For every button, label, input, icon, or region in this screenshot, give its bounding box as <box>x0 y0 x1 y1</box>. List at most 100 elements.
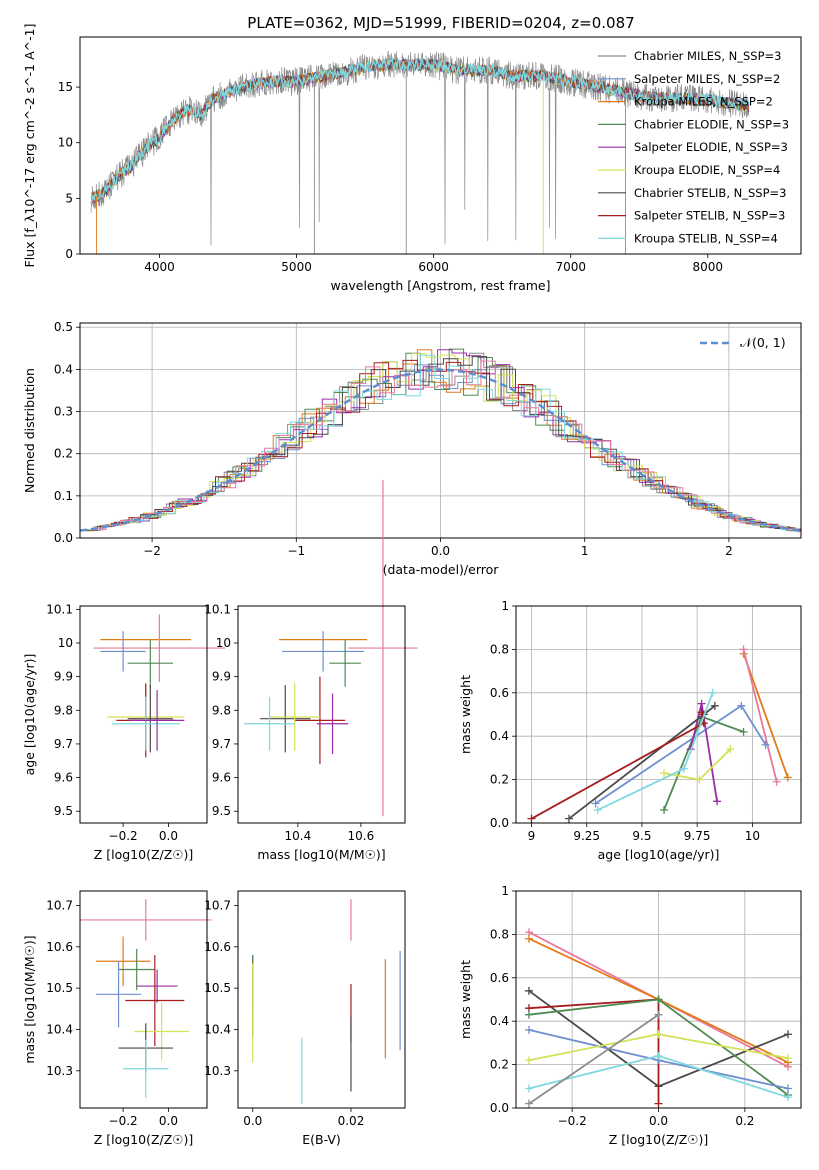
weight-point <box>761 740 770 749</box>
axes-frame <box>515 605 802 824</box>
panel-weight-vs-age: 9 9.25 9.5 9.75 10 0.0 0.2 0.4 0.6 0.8 1 age [log10… <box>458 599 802 862</box>
x-tick-label: 9.75 <box>684 829 711 843</box>
y-tick-label: 0.8 <box>490 642 509 656</box>
x-tick-label: 2 <box>725 544 733 558</box>
weight-point <box>524 934 533 943</box>
y-tick-label: 9.6 <box>54 771 73 785</box>
x-axis-label: (data-model)/error <box>383 562 500 577</box>
y-tick-label: 0.8 <box>490 927 509 941</box>
y-tick-label: 10.6 <box>46 940 73 954</box>
weight-point <box>739 645 748 654</box>
y-tick-label: 10.3 <box>204 1064 231 1078</box>
legend-label: Salpeter STELIB, N_SSP=3 <box>634 209 785 223</box>
x-tick-label: 9.25 <box>573 829 600 843</box>
panel-age-vs-mass: 10.4 10.6 9.5 9.6 9.7 9.8 9.9 10 10.1 mass [log10… <box>204 479 418 862</box>
x-tick-label: −0.2 <box>109 1114 138 1128</box>
y-tick-label: 0.4 <box>490 729 509 743</box>
y-tick-label: 10 <box>58 636 73 650</box>
y-tick-label: 10.5 <box>46 981 73 995</box>
y-tick-label: 10 <box>216 636 231 650</box>
y-tick-label: 0.6 <box>490 686 509 700</box>
x-tick-label: −2 <box>143 544 161 558</box>
weight-point <box>524 1099 533 1108</box>
legend-label: 𝒩(0, 1) <box>740 335 786 350</box>
y-tick-label: 0.2 <box>54 447 73 461</box>
weight-point <box>654 1030 663 1039</box>
y-tick-label: 9.7 <box>54 737 73 751</box>
x-tick-label: 10 <box>745 829 760 843</box>
y-tick-label: 0.6 <box>490 971 509 985</box>
y-tick-label: 10.4 <box>46 1022 73 1036</box>
weight-point <box>697 708 706 717</box>
y-tick-label: 0.4 <box>54 362 73 376</box>
weight-point <box>710 701 719 710</box>
y-tick-label: 10.7 <box>204 898 231 912</box>
x-axis-label: Z [log10(Z/Z☉)] <box>609 1132 709 1147</box>
y-tick-label: 9.5 <box>212 804 231 818</box>
x-tick-label: 0.02 <box>338 1114 365 1128</box>
x-tick-label: 4000 <box>144 260 175 274</box>
weight-point <box>524 1084 533 1093</box>
figure-title: PLATE=0362, MJD=51999, FIBERID=0204, z=0… <box>247 14 634 32</box>
legend-label: Chabrier STELIB, N_SSP=3 <box>634 186 786 200</box>
y-tick-label: 9.9 <box>212 670 231 684</box>
weight-point <box>697 699 706 708</box>
y-tick-label: 9.6 <box>212 771 231 785</box>
legend-label: Kroupa MILES, N_SSP=2 <box>634 95 773 109</box>
y-axis-label: mass weight <box>458 675 473 754</box>
y-axis-label: mass weight <box>458 960 473 1039</box>
legend-label: Kroupa STELIB, N_SSP=4 <box>634 231 778 245</box>
x-tick-label: 0.0 <box>649 1114 668 1128</box>
spectrum-series-8 <box>90 56 750 205</box>
x-tick-label: −0.2 <box>109 829 138 843</box>
axes-frame <box>79 605 208 824</box>
x-tick-label: −0.2 <box>558 1114 587 1128</box>
y-tick-label: 10 <box>58 136 73 150</box>
weight-point <box>660 769 669 778</box>
weight-point <box>726 745 735 754</box>
panel-residuals: −2 −1 0.0 1 2 0.0 0.1 0.2 0.3 0.4 0.5 (data-model)/… <box>22 320 802 577</box>
y-tick-label: 10.1 <box>204 602 231 616</box>
weight-point <box>713 797 722 806</box>
weight-point <box>524 986 533 995</box>
y-tick-label: 10.1 <box>46 602 73 616</box>
y-tick-label: 9.8 <box>54 703 73 717</box>
weight-line-7 <box>531 712 705 820</box>
y-tick-label: 0.0 <box>490 1101 509 1115</box>
y-tick-label: 9.8 <box>212 703 231 717</box>
weight-line-1 <box>742 649 778 783</box>
x-tick-label: 9 <box>528 829 536 843</box>
y-tick-label: 10.3 <box>46 1064 73 1078</box>
y-tick-label: 9.7 <box>212 737 231 751</box>
weight-point <box>527 814 536 823</box>
histogram-7 <box>85 359 801 531</box>
weight-point <box>784 1030 793 1039</box>
y-tick-label: 10.6 <box>204 940 231 954</box>
weight-line-3 <box>528 998 660 1104</box>
histogram-8 <box>88 354 801 533</box>
y-tick-label: 1 <box>501 599 509 613</box>
x-tick-label: 0.0 <box>243 1114 262 1128</box>
x-tick-label: −1 <box>287 544 305 558</box>
axes-frame <box>237 605 406 824</box>
x-tick-label: 0.2 <box>735 1114 754 1128</box>
weight-line-0 <box>742 653 789 778</box>
x-tick-label: 6000 <box>418 260 449 274</box>
x-axis-label: Z [log10(Z/Z☉)] <box>94 1132 194 1147</box>
y-tick-label: 5 <box>65 191 73 205</box>
x-tick-label: 0.0 <box>431 544 450 558</box>
weight-point <box>772 777 781 786</box>
weight-point <box>784 1093 793 1102</box>
y-tick-label: 10.4 <box>204 1022 231 1036</box>
y-tick-label: 0.4 <box>490 1014 509 1028</box>
x-axis-label: Z [log10(Z/Z☉)] <box>94 847 194 862</box>
legend-label: Chabrier ELODIE, N_SSP=3 <box>634 117 789 131</box>
weight-point <box>784 1054 793 1063</box>
y-tick-label: 1 <box>501 884 509 898</box>
panel-age-vs-Z: −0.2 0.0 9.5 9.6 9.7 9.8 9.9 10 10.1 Z [log10(Z/Z… <box>22 602 226 862</box>
weight-point <box>660 805 669 814</box>
x-tick-label: 8000 <box>693 260 724 274</box>
axes-frame <box>515 890 802 1109</box>
y-tick-label: 10.7 <box>46 898 73 912</box>
